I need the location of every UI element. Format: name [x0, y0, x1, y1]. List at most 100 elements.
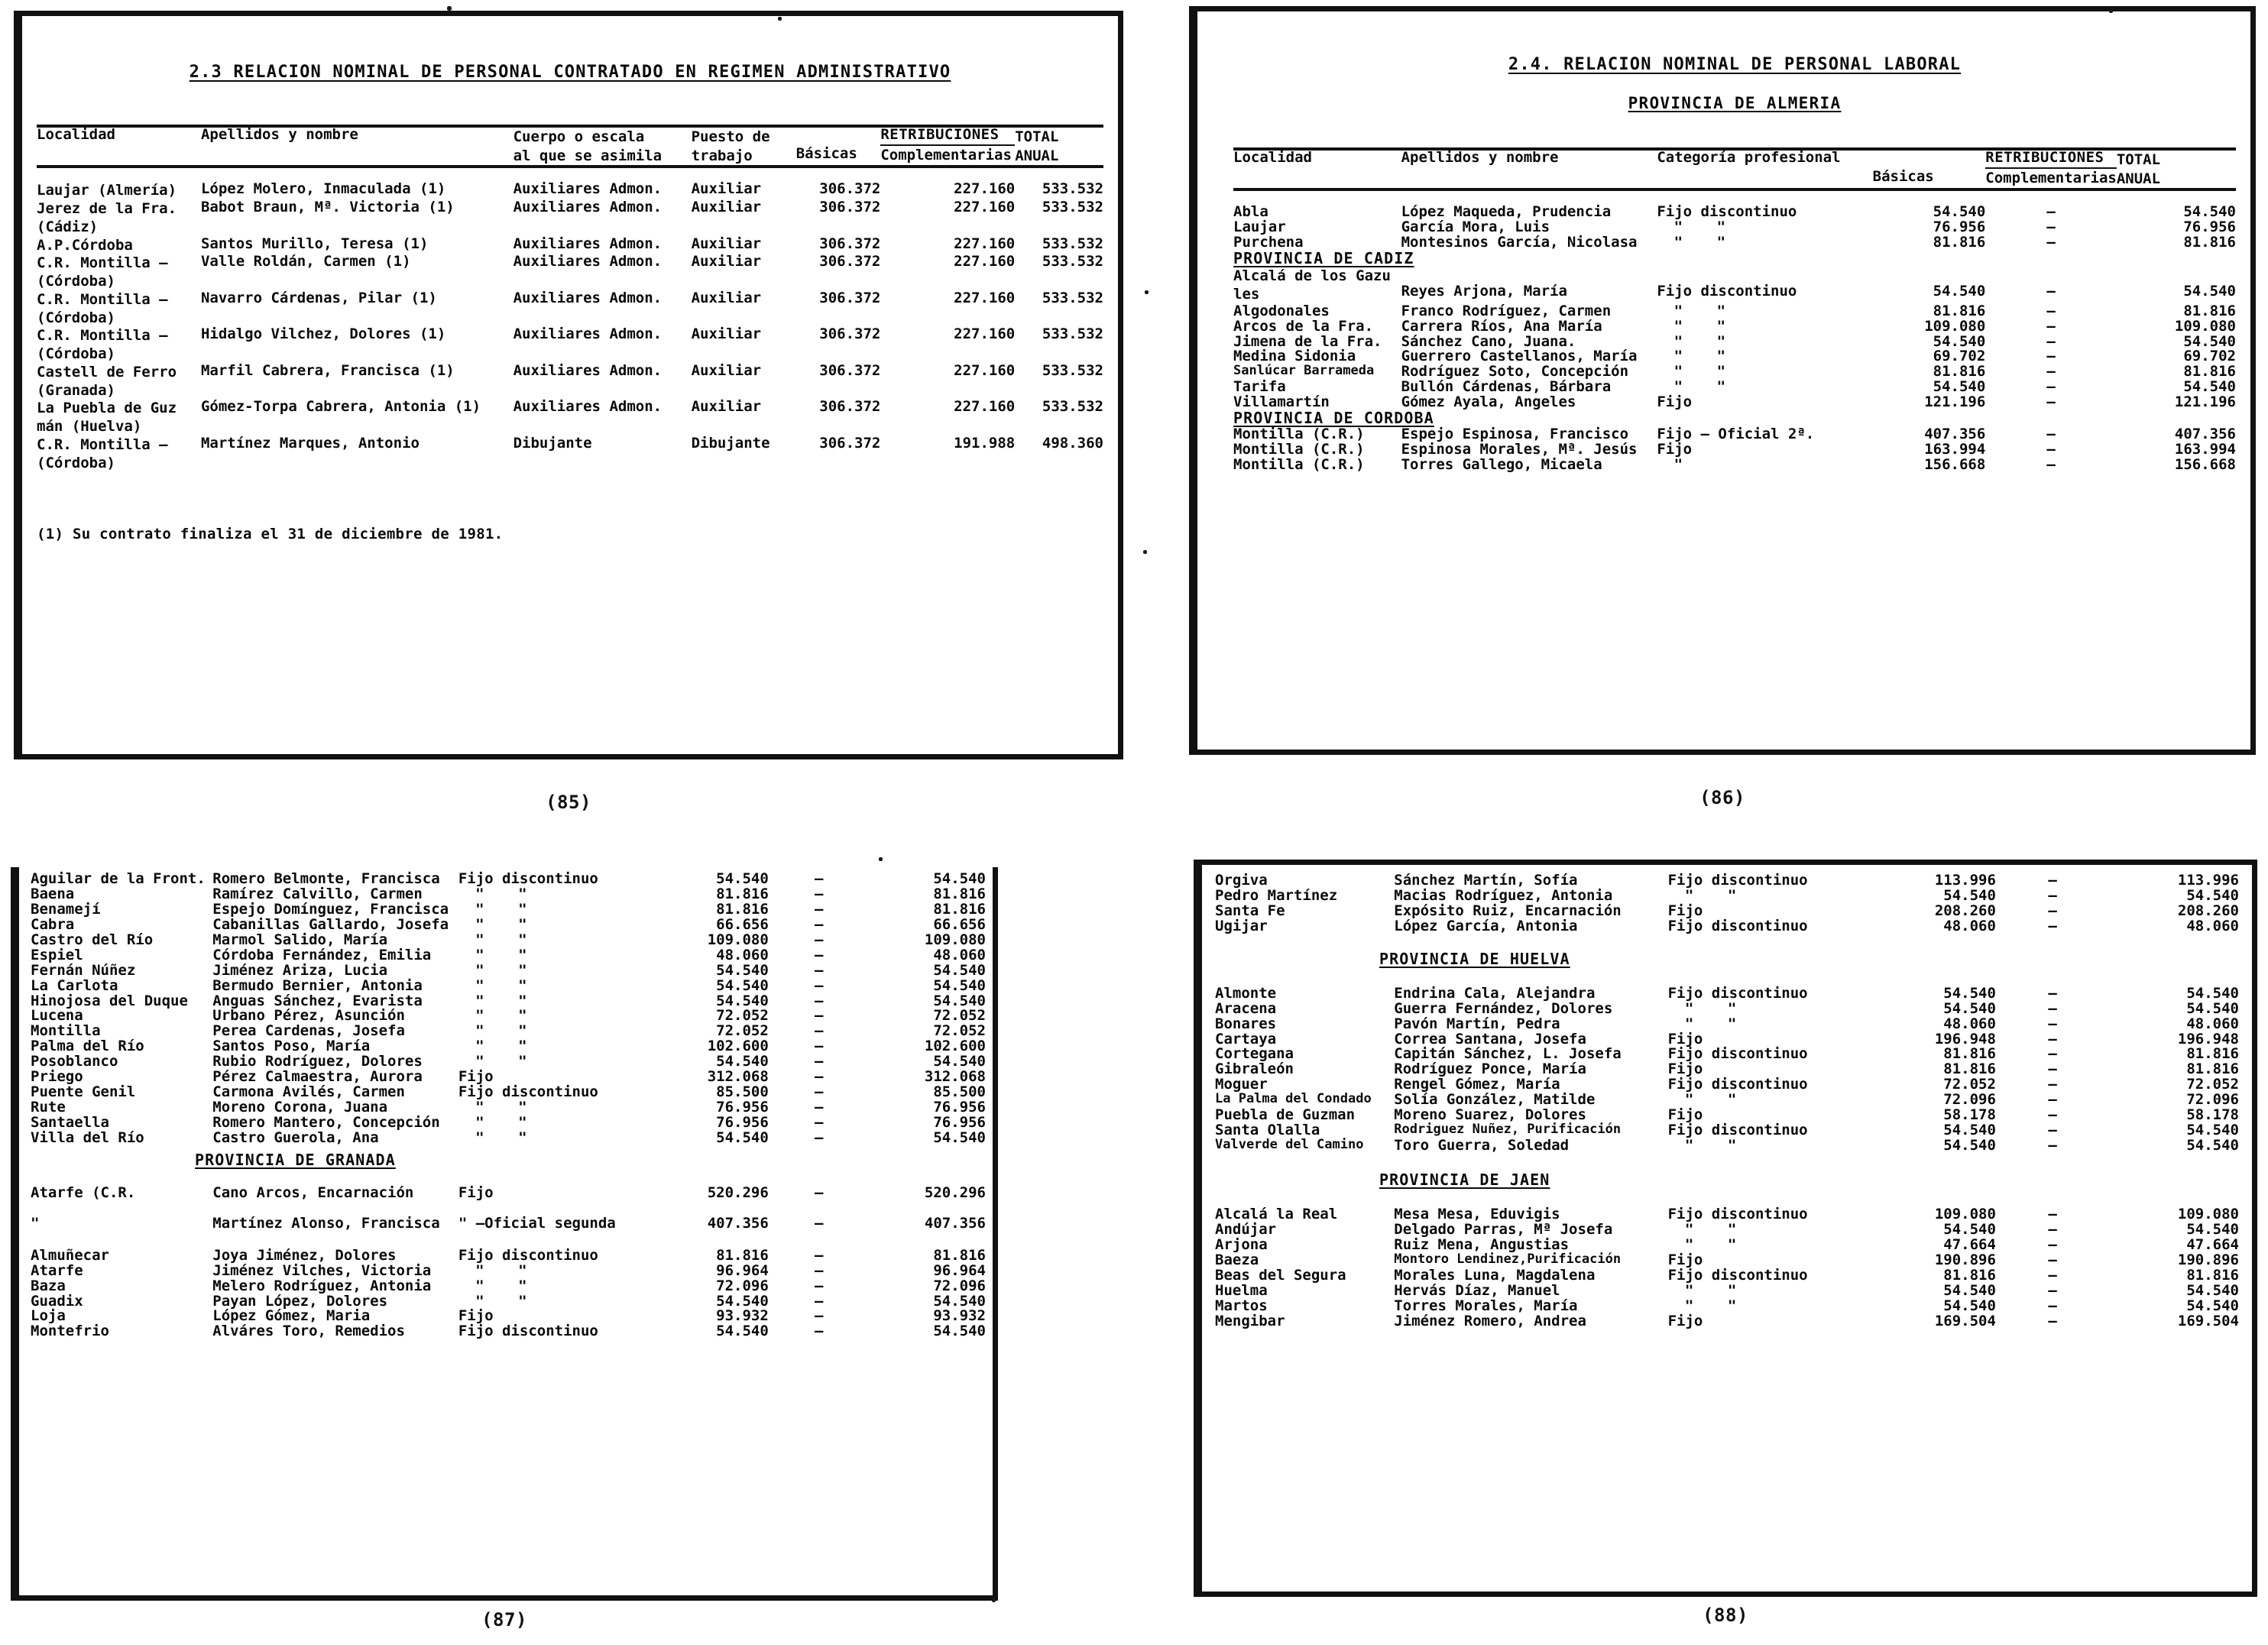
cell-localidad: Rute [31, 1099, 66, 1116]
cell-basicas: 96.964 [716, 1261, 769, 1279]
cell-total: 54.540 [2183, 332, 2236, 350]
cell-basicas: 169.504 [1934, 1312, 1996, 1329]
cell-basicas: 72.052 [1943, 1076, 1996, 1093]
cell-categoria: Fijo discontinuo [1657, 203, 1797, 221]
cell-total: 76.956 [933, 1099, 986, 1116]
retribuciones-group-label-left [796, 128, 881, 144]
cell-basicas: 312.068 [707, 1068, 769, 1086]
cell-total: 54.540 [933, 1129, 986, 1146]
cell-complementarias: — [2048, 1015, 2057, 1032]
cell-total: 113.996 [2177, 872, 2239, 889]
cell-complementarias: 227.160 [954, 289, 1016, 306]
table-row: Castell de Ferro (Granada) Marfil Cabrera… [37, 361, 1103, 400]
cell-localidad: La Puebla de Guz [37, 400, 177, 417]
cell-categoria: Fijo [1667, 1030, 1703, 1048]
cell-categoria-ditto: " " [1673, 348, 1726, 365]
cell-nombre: Melero Rodríguez, Antonia [212, 1277, 432, 1294]
cell-categoria: Fijo discontinuo [458, 870, 598, 887]
cell-categoria: Fijo — Oficial 2ª. [1657, 426, 1815, 443]
cell-total: 54.540 [933, 1292, 986, 1310]
page-number-86: (86) [1699, 787, 1745, 808]
table-body-85: Laujar (Almería) López Molero, Inmaculad… [37, 167, 1103, 472]
table-row: Castro del Río Marmol Salido, María " " 109.… [31, 932, 986, 948]
cell-complementarias: — [2048, 1045, 2057, 1063]
col-retribuciones-basicas: Básicas [1873, 149, 1986, 189]
col-retribuciones-complementarias: RETRIBUCIONES Complementarias [880, 126, 1016, 167]
cell-categoria-ditto: " " [475, 1114, 527, 1131]
cell-localidad: Andújar [1215, 1220, 1277, 1238]
cell-localidad: Puente Genil [31, 1083, 136, 1101]
cell-basicas: 54.540 [1943, 1281, 1996, 1299]
province-heading-cordoba: PROVINCIA DE CORDOBA [1233, 409, 1434, 428]
cell-total: 48.060 [933, 946, 986, 963]
province-section-header: PROVINCIA DE GRANADA [31, 1146, 986, 1174]
province-heading-huelva: PROVINCIA DE HUELVA [1379, 949, 1570, 968]
cell-basicas: 306.372 [819, 398, 881, 416]
cell-nombre: Torres Morales, María [1394, 1297, 1578, 1314]
page-number-88: (88) [1703, 1605, 1748, 1626]
cell-total: 54.540 [933, 1053, 986, 1070]
cell-complementarias: 227.160 [954, 253, 1016, 270]
province-section-header: PROVINCIA DE CADIZ [1233, 251, 2236, 267]
table-row: Montefrio Alváres Toro, Remedios Fijo disc… [31, 1323, 986, 1339]
cell-categoria: Fijo discontinuo [458, 1083, 598, 1101]
cell-total: 407.356 [924, 1214, 986, 1232]
retribuciones-group-label: RETRIBUCIONES [1985, 150, 2117, 169]
cell-categoria-ditto: " " [475, 1007, 527, 1025]
table-personal-laboral-cont-cordoba: Aguilar de la Front. Romero Belmonte, Fr… [31, 870, 986, 1339]
cell-total: 121.196 [2174, 393, 2236, 411]
cell-basicas: 81.816 [1943, 1266, 1996, 1284]
cell-complementarias: — [815, 1022, 824, 1040]
cell-complementarias: — [2046, 441, 2056, 458]
cell-total: 76.956 [2183, 219, 2236, 236]
cell-localidad: C.R. Montilla — [37, 436, 168, 453]
cell-cuerpo: Auxiliares Admon. [513, 325, 663, 343]
cell-total: 169.504 [2177, 1312, 2239, 1329]
table-row: Ugijar López García, Antonia Fijo disconti… [1215, 918, 2239, 934]
cell-categoria-ditto: " " [475, 1129, 527, 1146]
cell-total: 72.052 [933, 1007, 986, 1025]
col-complementarias: Complementarias [1985, 169, 2117, 186]
table-row: Huelma Hervás Díaz, Manuel " " 54.540 — 54.540 [1215, 1281, 2239, 1299]
cell-basicas: 109.080 [1934, 1205, 1996, 1222]
cell-complementarias: — [2048, 999, 2057, 1017]
table-body-87: Aguilar de la Front. Romero Belmonte, Fr… [31, 870, 986, 1339]
table-row: Abla López Maqueda, Prudencia Fijo disco… [1233, 203, 2236, 221]
cell-basicas: 54.540 [1943, 999, 1996, 1017]
cell-nombre: Reyes Arjona, María [1401, 283, 1567, 300]
province-heading-granada: PROVINCIA DE GRANADA [195, 1150, 396, 1169]
cell-complementarias: — [2048, 1137, 2057, 1154]
table-row: Posoblanco Rubio Rodríguez, Dolores " " 54.5… [31, 1054, 986, 1070]
cell-categoria-ditto: " " [475, 915, 527, 933]
cell-complementarias: — [815, 1214, 824, 1232]
cell-total: 81.816 [2183, 302, 2236, 319]
table-row: C.R. Montilla — (Córdoba) Martínez Marque… [37, 436, 1103, 473]
cell-localidad: Montilla (C.R.) [1233, 426, 1365, 443]
cell-nombre: Payan López, Dolores [212, 1292, 388, 1310]
cell-basicas: 54.540 [1943, 1297, 1996, 1314]
col-localidad: Localidad [37, 126, 115, 143]
cell-basicas: 407.356 [1924, 426, 1986, 443]
cell-puesto: Auxiliar [691, 361, 762, 379]
cell-nombre: Rodríguez Ponce, María [1394, 1061, 1586, 1078]
cell-complementarias: — [2048, 1251, 2057, 1268]
table-row: C.R. Montilla — (Córdoba) Hidalgo Vilchez… [37, 327, 1103, 364]
cell-localidad: Santa Olalla [1215, 1122, 1320, 1139]
cell-categoria: Fijo [1667, 1061, 1703, 1078]
cell-categoria-ditto: " " [1673, 317, 1726, 335]
cell-localidad: Arcos de la Fra. [1233, 317, 1374, 335]
scanned-page-86: 2.4. RELACION NOMINAL DE PERSONAL LABORA… [1189, 6, 2256, 755]
cell-basicas: 81.816 [716, 900, 769, 918]
cell-total: 102.600 [924, 1038, 986, 1055]
table-row: Espiel Córdoba Fernández, Emilia " " 48.060 —… [31, 946, 986, 963]
page-border-87 [11, 867, 998, 1601]
page-number-85: (85) [546, 792, 591, 813]
cell-basicas: 66.656 [716, 915, 769, 933]
cell-basicas: 54.540 [716, 976, 769, 994]
cell-localidad: Montilla [31, 1022, 101, 1040]
table-row: La Palma del Condado Solía González, Mati… [1215, 1091, 2239, 1108]
cell-nombre: Capitán Sánchez, L. Josefa [1394, 1045, 1622, 1063]
cell-localidad: La Palma del Condado [1215, 1091, 1372, 1107]
cell-basicas: 306.372 [819, 180, 881, 198]
cell-nombre: Moreno Corona, Juana [212, 1099, 388, 1116]
